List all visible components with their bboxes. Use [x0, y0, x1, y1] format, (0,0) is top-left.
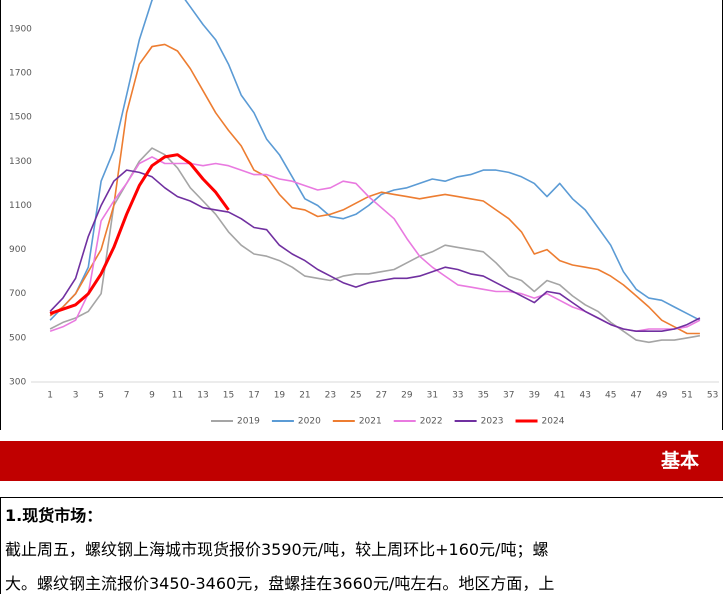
x-tick-label: 37 [503, 391, 514, 401]
x-tick-label: 29 [401, 391, 413, 401]
x-tick-label: 5 [98, 391, 104, 401]
x-tick-label: 13 [197, 391, 208, 401]
x-tick-label: 1 [47, 391, 53, 401]
x-tick-label: 31 [427, 391, 438, 401]
series-line [49, 153, 230, 316]
legend: 2019 2020 2021 2022 2023 2024 [211, 417, 565, 427]
x-tick-label: 9 [149, 391, 155, 401]
series-line [49, 156, 701, 332]
x-tick-label: 45 [605, 391, 616, 401]
legend-label: 2019 [237, 417, 260, 427]
x-tick-label: 47 [630, 391, 641, 401]
x-tick-label: 21 [299, 391, 310, 401]
x-tick-label: 25 [350, 391, 361, 401]
legend-label: 2022 [420, 417, 443, 427]
series-line [49, 43, 700, 335]
x-tick-label: 17 [248, 391, 259, 401]
legend-label: 2020 [298, 417, 321, 427]
x-tick-label: 43 [579, 391, 590, 401]
section: 1.现货市场： 截止周五，螺纹钢上海城市现货报价3590元/吨，较上周环比+16… [0, 497, 723, 594]
x-tick-label: 53 [707, 391, 718, 401]
y-tick-label: 1700 [9, 69, 32, 79]
section-banner: 基本 [0, 441, 723, 481]
x-tick-label: 41 [554, 391, 565, 401]
x-tick-label: 15 [223, 391, 234, 401]
y-tick-label: 1500 [9, 113, 32, 123]
x-tick-label: 3 [73, 391, 79, 401]
paragraph-line: 截止周五，螺纹钢上海城市现货报价3590元/吨，较上周环比+160元/吨；螺 [5, 540, 549, 559]
series-line [49, 169, 701, 332]
x-tick-label: 39 [529, 391, 541, 401]
x-tick-label: 19 [274, 391, 286, 401]
y-tick-label: 300 [9, 378, 26, 388]
x-tick-label: 33 [452, 391, 463, 401]
series-line [49, 147, 701, 344]
legend-label: 2024 [542, 417, 565, 427]
x-tick-label: 49 [656, 391, 668, 401]
chart-frame: 300 500 700 900 1100 1300 1500 1700 1900 1 3 5 7 9 11 1… [0, 0, 723, 430]
section-heading: 1.现货市场： [5, 506, 103, 525]
x-tick-label: 51 [681, 391, 692, 401]
x-tick-label: 27 [376, 391, 387, 401]
y-tick-label: 1900 [9, 24, 32, 34]
y-tick-label: 500 [9, 333, 26, 343]
paragraph-line: 大。螺纹钢主流报价3450-3460元，盘螺挂在3660元/吨左右。地区方面，上 [5, 574, 555, 593]
x-tick-label: 23 [325, 391, 336, 401]
plot [49, 0, 701, 344]
x-tick-label: 11 [172, 391, 183, 401]
y-tick-label: 900 [9, 245, 26, 255]
x-tick-label: 7 [124, 391, 130, 401]
y-tick-label: 700 [9, 289, 26, 299]
y-tick-label: 1100 [9, 201, 32, 211]
series-line [49, 0, 701, 321]
legend-label: 2023 [481, 417, 504, 427]
x-tick-label: 35 [478, 391, 489, 401]
y-tick-label: 1300 [9, 157, 32, 167]
legend-label: 2021 [359, 417, 382, 427]
